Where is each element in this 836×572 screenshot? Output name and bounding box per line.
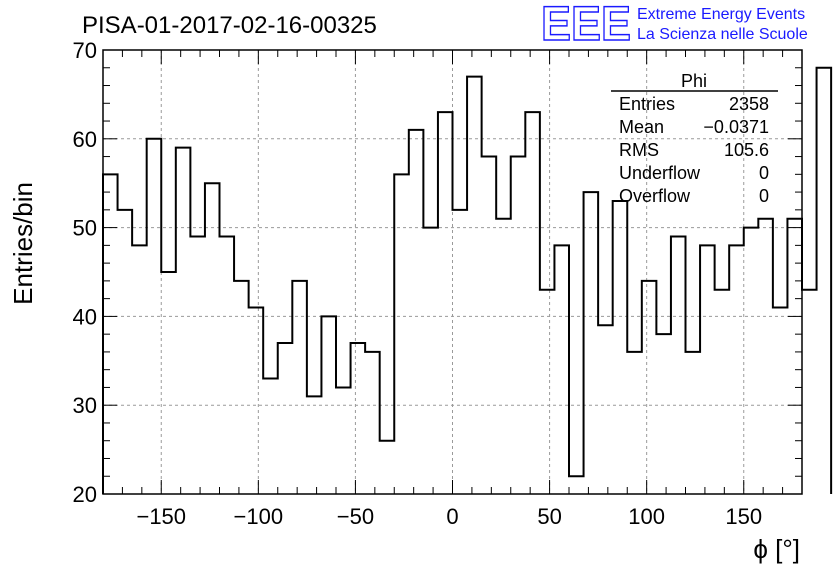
y-tick-label: 60 bbox=[73, 127, 97, 152]
y-tick-label: 40 bbox=[73, 304, 97, 329]
histogram-bin bbox=[511, 157, 526, 494]
x-tick-label: 100 bbox=[628, 504, 665, 529]
y-tick-labels: 20 30 40 50 60 70 bbox=[73, 38, 97, 507]
histogram-bin bbox=[278, 343, 293, 494]
histogram-bin bbox=[540, 290, 555, 494]
x-tick-label: 150 bbox=[725, 504, 762, 529]
histogram-bin bbox=[161, 272, 176, 494]
x-tick-label: −100 bbox=[234, 504, 284, 529]
histogram-bin bbox=[671, 236, 686, 494]
stats-label: Underflow bbox=[619, 163, 701, 183]
stats-label: Entries bbox=[619, 94, 675, 114]
histogram-bin bbox=[467, 77, 482, 494]
histogram-bin bbox=[627, 352, 642, 494]
histogram-bin bbox=[613, 201, 628, 494]
histogram-bin bbox=[758, 219, 773, 494]
histogram-bin bbox=[336, 387, 351, 494]
histogram-bin bbox=[292, 281, 307, 494]
histogram-bin bbox=[409, 130, 424, 494]
histogram-bin bbox=[147, 139, 162, 494]
histogram-bin bbox=[423, 228, 438, 494]
histogram-bin bbox=[321, 316, 336, 494]
histogram-bin bbox=[249, 308, 264, 494]
x-tick-label: −150 bbox=[136, 504, 186, 529]
histogram-bin bbox=[234, 281, 249, 494]
histogram-bin bbox=[205, 183, 220, 494]
x-tick-label: −50 bbox=[337, 504, 374, 529]
stats-label: RMS bbox=[619, 140, 659, 160]
histogram-bin bbox=[103, 174, 118, 494]
histogram-bin bbox=[438, 112, 453, 494]
stats-value: 0 bbox=[759, 163, 769, 183]
y-axis-title: Entries/bin bbox=[8, 182, 38, 305]
stats-value: 0 bbox=[759, 186, 769, 206]
eee-logo: EEE Extreme Energy Events La Scienza nel… bbox=[540, 0, 808, 52]
stats-box: Phi Entries 2358 Mean −0.0371 RMS 105.6 … bbox=[611, 71, 778, 206]
stats-title: Phi bbox=[681, 71, 707, 91]
histogram-bin bbox=[380, 441, 395, 494]
x-tick-label: 0 bbox=[446, 504, 458, 529]
histogram-bin bbox=[802, 290, 817, 494]
logo-line1: Extreme Energy Events bbox=[637, 6, 805, 23]
histogram-bin bbox=[351, 343, 366, 494]
histogram-bin bbox=[394, 174, 409, 494]
histogram-bin bbox=[787, 219, 802, 494]
stats-value: −0.0371 bbox=[703, 117, 769, 137]
histogram-bin bbox=[584, 192, 599, 494]
histogram-bin bbox=[598, 325, 613, 494]
histogram-bin bbox=[220, 236, 235, 494]
logo-letters: EEE bbox=[541, 0, 631, 51]
x-tick-labels: −150 −100 −50 0 50 100 150 bbox=[136, 504, 762, 529]
histogram-bin bbox=[817, 68, 832, 494]
y-tick-label: 30 bbox=[73, 393, 97, 418]
histogram-bin bbox=[773, 308, 788, 494]
histogram-bin bbox=[554, 245, 569, 494]
histogram-bin bbox=[190, 236, 205, 494]
histogram-bin bbox=[132, 245, 147, 494]
stats-label: Overflow bbox=[619, 186, 691, 206]
y-tick-label: 20 bbox=[73, 482, 97, 507]
histogram-bin bbox=[453, 210, 468, 494]
histogram-bin bbox=[729, 245, 744, 494]
stats-label: Mean bbox=[619, 117, 664, 137]
histogram-bin bbox=[176, 148, 191, 494]
histogram-bin bbox=[642, 281, 657, 494]
y-tick-label: 50 bbox=[73, 216, 97, 241]
histogram-bin bbox=[365, 352, 380, 494]
histogram-bin bbox=[569, 476, 584, 494]
histogram-bin bbox=[525, 112, 540, 494]
histogram-bin bbox=[496, 219, 511, 494]
chart-title: PISA-01-2017-02-16-00325 bbox=[82, 12, 377, 39]
y-tick-label: 70 bbox=[73, 38, 97, 63]
histogram-bin bbox=[656, 334, 671, 494]
histogram-bin bbox=[700, 245, 715, 494]
logo-line2: La Scienza nelle Scuole bbox=[637, 26, 808, 43]
x-axis-title: ϕ [°] bbox=[753, 534, 800, 564]
x-tick-label: 50 bbox=[537, 504, 561, 529]
histogram-bin bbox=[744, 228, 759, 494]
stats-value: 2358 bbox=[729, 94, 769, 114]
histogram-outline bbox=[102, 66, 833, 494]
histogram-bin bbox=[307, 396, 322, 494]
stats-value: 105.6 bbox=[724, 140, 769, 160]
histogram-bin bbox=[482, 157, 497, 494]
histogram-bin bbox=[686, 352, 701, 494]
histogram-bin bbox=[715, 290, 730, 494]
histogram-bin bbox=[263, 379, 278, 494]
histogram-bin bbox=[118, 210, 133, 494]
